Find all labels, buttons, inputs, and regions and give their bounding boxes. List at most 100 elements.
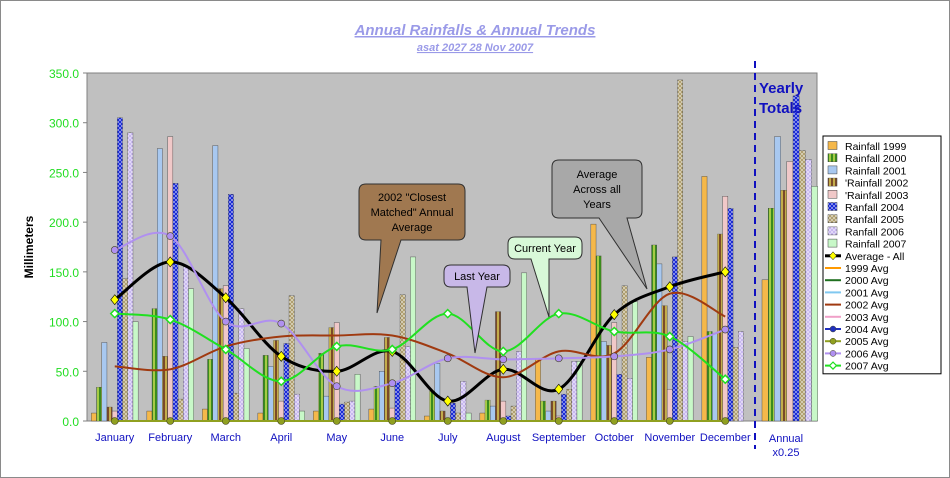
bar-rainfall-2001-january	[101, 342, 108, 422]
annotation-text-4-3: Years	[583, 199, 611, 211]
trend-marker-2005-avg-may	[332, 417, 341, 425]
bar-pattern-ranfall-2005-march	[233, 393, 239, 421]
y-tick-label: 350.0	[49, 67, 79, 81]
trend-marker-average-all-october	[609, 309, 619, 321]
bar-pattern-ranfall-2005-july	[455, 413, 461, 421]
legend-swatch-rainfall-2003	[827, 190, 838, 199]
bar-pattern-rainfall-2002-january	[106, 407, 113, 421]
bar-pattern-rainfall-2002-february	[162, 356, 168, 421]
bar-rainfall-1999-may	[313, 410, 319, 422]
yearly-totals-label-2: Totals	[759, 100, 802, 117]
annotation-text-1-1: 2002 "Closest	[378, 192, 446, 204]
x-tick-label-february: February	[148, 432, 193, 444]
bar-rainfall-1999-august	[479, 412, 486, 422]
bar-pattern-rainfall-2002-july	[439, 411, 446, 421]
legend-swatch-pattern-rainfall-2002	[828, 178, 837, 187]
bar-pattern-ranfall-2006-october	[627, 378, 633, 421]
trend-marker-2007-avg-june	[387, 344, 398, 355]
legend-swatch-pattern-ranfall-2004	[828, 202, 837, 211]
trend-marker-2005-avg-july	[443, 417, 452, 425]
legend-swatch-rainfall-1999	[827, 141, 838, 150]
bar-rainfall-2003-october	[611, 322, 618, 422]
bar-rainfall-2001-march	[212, 145, 219, 422]
bar-rainfall-2001-february	[157, 148, 163, 422]
bar-pattern-rainfall-2000-may	[318, 353, 324, 421]
annotation-callout-4	[551, 159, 648, 290]
x-tick-label-december: December	[700, 432, 751, 444]
bar-pattern-ranfall-2006-february	[183, 266, 189, 421]
bar-pattern-ranfall-2005-may	[344, 402, 350, 421]
x-tick-label-september: September	[532, 432, 586, 444]
bar-rainfall-2007-march	[243, 348, 250, 422]
legend-label-2007-avg: 2007 Avg	[845, 361, 889, 373]
bar-rainfall-2003-november	[666, 388, 673, 422]
bar-pattern-rainfall-2000-october	[596, 255, 602, 421]
legend-label-ranfall-2004: Ranfall 2004	[845, 202, 904, 214]
bar-rainfall-1999-november	[646, 357, 652, 422]
x-tick-label-june: June	[380, 432, 404, 444]
annual-bar-pattern-ranfall-2006	[805, 159, 812, 421]
legend-label-average-all: Average - All	[845, 251, 904, 263]
bar-pattern-ranfall-2005-october	[622, 285, 628, 421]
legend-label-2005-avg: 2005 Avg	[845, 336, 889, 348]
bar-rainfall-2001-december	[712, 333, 718, 422]
bar-pattern-ranfall-2006-december	[738, 331, 744, 421]
trend-marker-average-all-may	[332, 365, 342, 377]
bars-group	[91, 79, 818, 422]
bar-pattern-ranfall-2006-may	[349, 401, 355, 421]
bar-rainfall-1999-january	[91, 412, 97, 422]
annual-bar-rainfall-2003	[786, 161, 794, 422]
x-tick-label-march: March	[210, 432, 241, 444]
x-tick-label-october: October	[595, 432, 634, 444]
x-tick-label-august: August	[486, 432, 520, 444]
legend-swatch-pattern-ranfall-2005	[828, 214, 837, 223]
bar-pattern-rainfall-2002-october	[606, 345, 612, 421]
trend-marker-average-all-december	[720, 266, 730, 278]
legend-marker-2006-avg	[829, 350, 837, 357]
bar-pattern-ranfall-2005-september	[566, 389, 572, 421]
trend-lines-group	[109, 231, 731, 425]
trend-marker-2006-avg-july	[443, 354, 452, 363]
trend-marker-2006-avg-december	[721, 325, 730, 334]
chart-subtitle: asat 2027 28 Nov 2007	[417, 42, 534, 54]
y-axis-label: Millimeters	[22, 215, 36, 278]
bar-pattern-rainfall-2000-january	[96, 387, 102, 421]
bar-rainfall-2001-july	[434, 363, 441, 422]
bar-pattern-ranfall-2006-july	[460, 381, 466, 421]
bar-rainfall-2001-october	[601, 341, 607, 422]
annual-bar-rainfall-2007	[811, 186, 818, 422]
y-tick-label: 150.0	[49, 266, 79, 280]
annotation-text-2-1: Last Year	[454, 271, 500, 283]
trend-marker-average-all-july	[443, 395, 453, 407]
trend-marker-average-all-april	[276, 350, 286, 362]
annotation-text-4-1: Average	[577, 169, 618, 181]
annual-bar-pattern-rainfall-2000	[768, 208, 775, 421]
bar-pattern-ranfall-2004-december	[727, 208, 734, 421]
bar-rainfall-1999-december	[701, 176, 708, 422]
bar-rainfall-2001-november	[656, 263, 663, 422]
bar-pattern-ranfall-2005-april	[289, 295, 295, 421]
trend-marker-2006-avg-may	[332, 382, 341, 391]
y-tick-label: 250.0	[49, 166, 79, 180]
trend-marker-2006-avg-february	[166, 232, 175, 240]
x-tick-label-november: November	[644, 432, 695, 444]
trend-marker-2007-avg-july	[442, 308, 453, 319]
legend-label-2002-avg: 2002 Avg	[845, 300, 889, 312]
trend-marker-2007-avg-december	[720, 374, 731, 385]
trend-marker-2005-avg-february	[166, 417, 175, 425]
legend-marker-2004-avg	[829, 325, 837, 333]
trend-marker-average-all-march	[221, 292, 231, 304]
trend-marker-average-all-august	[498, 363, 508, 375]
bar-pattern-ranfall-2004-july	[450, 403, 456, 421]
trend-marker-2006-avg-august	[499, 355, 508, 364]
y-tick-label: 100.0	[49, 316, 79, 330]
trend-marker-2005-avg-december	[721, 417, 730, 425]
bar-rainfall-2007-february	[188, 288, 194, 422]
bar-pattern-rainfall-2002-may	[328, 327, 335, 421]
bar-pattern-ranfall-2004-october	[616, 374, 623, 421]
x-tick-label-may: May	[326, 432, 347, 444]
bar-rainfall-2001-may	[323, 395, 330, 422]
bar-rainfall-2003-february	[167, 136, 174, 422]
